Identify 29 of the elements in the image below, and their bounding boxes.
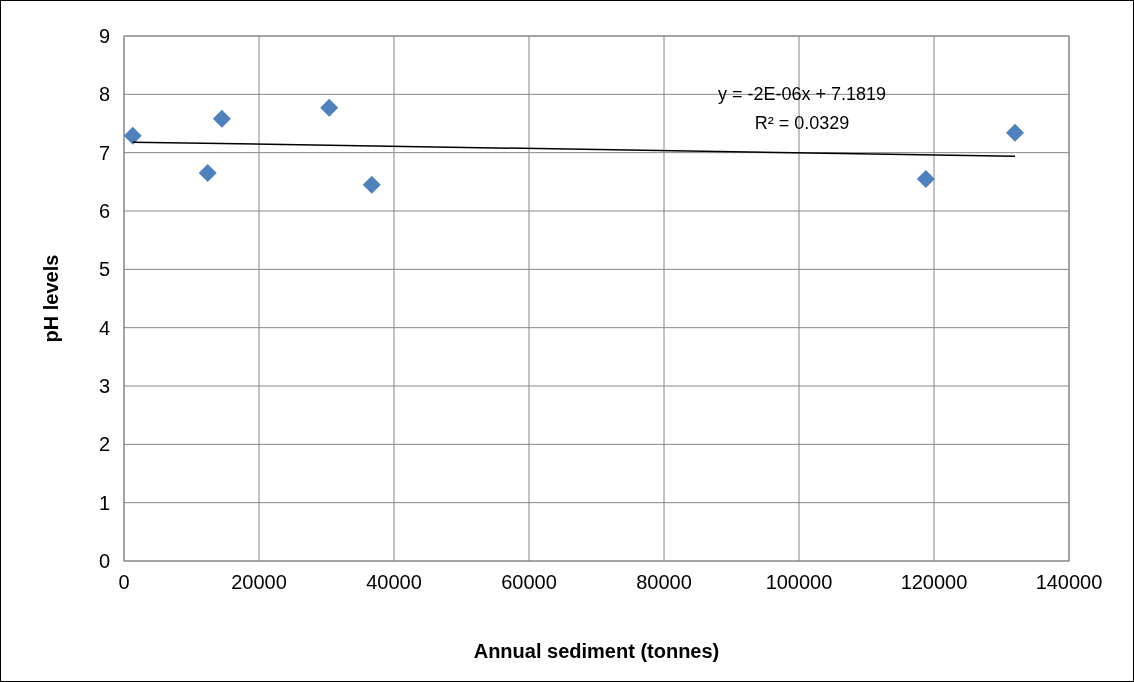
x-tick-label: 80000	[636, 571, 692, 593]
point	[1006, 123, 1024, 142]
y-tick-label: 8	[98, 83, 110, 106]
y-tick-label: 0	[98, 550, 110, 572]
point	[123, 126, 142, 145]
point	[320, 98, 339, 117]
x-tick-label: 120000	[900, 571, 968, 593]
point	[362, 175, 381, 194]
x-tick-label: 20000	[231, 571, 287, 593]
annotation: y = -2E-06x + 7.1819	[717, 84, 887, 104]
x-axis-title: Annual sediment (tonnes)	[473, 640, 720, 662]
y-tick-label: 5	[98, 258, 110, 281]
x-tick-label: 100000	[765, 571, 833, 593]
x-tick-label: 40000	[366, 571, 422, 593]
y-tick-label: 6	[98, 200, 110, 222]
point	[198, 164, 217, 183]
y-tick-label: 4	[98, 316, 110, 339]
point	[916, 169, 935, 188]
y-axis-title: pH levels	[40, 254, 62, 343]
y-tick-label: 1	[98, 491, 110, 514]
annotation: R² = 0.0329	[754, 113, 850, 133]
y-tick-label: 2	[98, 433, 110, 456]
x-tick-label: 60000	[501, 571, 557, 593]
y-tick-label: 9	[98, 25, 110, 47]
x-tick-label: 0	[118, 571, 130, 593]
y-tick-label: 7	[98, 141, 110, 164]
x-tick-label: 140000	[1035, 571, 1103, 593]
y-tick-label: 3	[98, 375, 110, 397]
point	[212, 109, 231, 128]
